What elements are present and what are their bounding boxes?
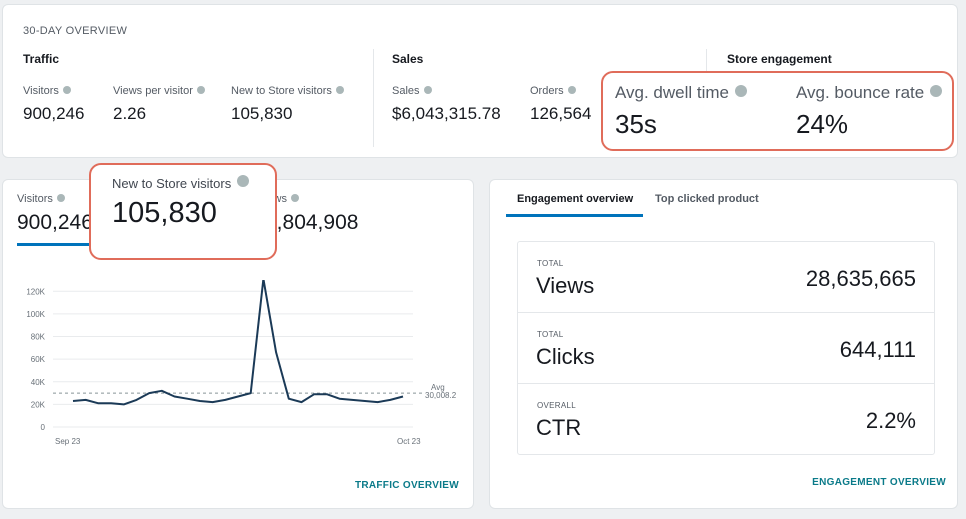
average-label: Avg bbox=[431, 383, 445, 392]
row-value: 2.2% bbox=[865, 408, 916, 433]
active-tab-indicator bbox=[506, 214, 643, 217]
metric-value: 24% bbox=[796, 109, 849, 139]
y-tick-label: 20K bbox=[31, 400, 46, 409]
row-name: CTR bbox=[536, 415, 582, 440]
y-tick-label: 0 bbox=[41, 423, 46, 432]
tab-label: Visitors bbox=[17, 193, 53, 205]
row-caption: OVERALL bbox=[537, 401, 577, 410]
metric-sales: Sales $6,043,315.78 bbox=[392, 85, 501, 124]
traffic-line-chart: 0 20K 40K 60K 80K 100K 120K Avg 30,008.2 Sep 2… bbox=[26, 280, 457, 446]
metric-value: $6,043,315.78 bbox=[392, 104, 501, 123]
visitors-series-line bbox=[72, 280, 404, 406]
new-to-store-highlight-box[interactable]: New to Store visitors 105,830 bbox=[89, 163, 277, 260]
metric-visitors: Visitors 900,246 bbox=[23, 85, 84, 124]
info-icon[interactable] bbox=[56, 194, 65, 202]
y-tick-label: 40K bbox=[31, 378, 46, 387]
overview-card: 30-DAY OVERVIEW Traffic Visitors 900,246… bbox=[2, 4, 958, 158]
traffic-chart-card: Visitors 900,246 iews 1,804,908 0 20K 40K 6… bbox=[2, 163, 474, 509]
info-icon[interactable] bbox=[196, 86, 205, 94]
row-caption: TOTAL bbox=[537, 330, 564, 339]
y-tick-label: 120K bbox=[26, 287, 45, 296]
row-value: 644,111 bbox=[839, 337, 916, 362]
engagement-row-clicks: TOTAL Clicks 644,111 bbox=[518, 313, 934, 384]
traffic-heading: Traffic bbox=[23, 52, 60, 66]
engagement-row-views: TOTAL Views 28,635,665 bbox=[518, 242, 934, 313]
info-icon[interactable] bbox=[62, 86, 71, 94]
tab-engagement-overview[interactable]: Engagement overview bbox=[517, 193, 634, 205]
metric-label: Avg. bounce rate bbox=[796, 83, 925, 102]
info-icon[interactable] bbox=[237, 175, 250, 187]
engagement-overview-link[interactable]: ENGAGEMENT OVERVIEW bbox=[812, 477, 946, 488]
tab-views[interactable]: iews 1,804,908 bbox=[265, 193, 358, 235]
average-value-label: 30,008.2 bbox=[425, 391, 457, 400]
row-caption: TOTAL bbox=[537, 259, 564, 268]
metric-label: Sales bbox=[392, 85, 420, 97]
overview-title: 30-DAY OVERVIEW bbox=[23, 25, 128, 37]
tab-value: 1,804,908 bbox=[265, 211, 359, 234]
tab-label: New to Store visitors bbox=[112, 176, 232, 191]
store-engagement-heading: Store engagement bbox=[727, 52, 832, 66]
y-tick-label: 80K bbox=[31, 333, 46, 342]
row-name: Clicks bbox=[536, 344, 595, 369]
engagement-card: Engagement overview Top clicked product … bbox=[489, 179, 958, 509]
tab-visitors[interactable]: Visitors 900,246 bbox=[17, 193, 93, 235]
traffic-overview-link[interactable]: TRAFFIC OVERVIEW bbox=[354, 480, 459, 491]
metric-views-per-visitor: Views per visitor 2.26 bbox=[113, 85, 205, 124]
metric-label: Visitors bbox=[23, 85, 59, 97]
tab-top-clicked-product[interactable]: Top clicked product bbox=[655, 193, 759, 205]
info-icon[interactable] bbox=[930, 85, 943, 97]
engagement-highlight-box: Avg. dwell time 35s Avg. bounce rate 24% bbox=[601, 71, 954, 151]
y-tick-label: 60K bbox=[31, 355, 46, 364]
tab-new-to-store: New to Store visitors 105,830 bbox=[112, 175, 250, 230]
metric-value: 2.26 bbox=[113, 104, 147, 123]
info-icon[interactable] bbox=[567, 86, 576, 94]
metric-avg-dwell-time: Avg. dwell time 35s bbox=[615, 83, 748, 140]
active-tab-indicator bbox=[17, 243, 91, 246]
metric-new-to-store: New to Store visitors 105,830 bbox=[231, 85, 344, 124]
row-name: Views bbox=[536, 273, 595, 298]
tab-value: 105,830 bbox=[112, 197, 217, 229]
x-tick-label: Sep 23 bbox=[55, 437, 81, 446]
metric-label: Avg. dwell time bbox=[615, 83, 730, 102]
info-icon[interactable] bbox=[423, 86, 432, 94]
metric-value: 105,830 bbox=[231, 104, 293, 123]
row-value: 28,635,665 bbox=[805, 266, 916, 291]
metric-value: 35s bbox=[615, 109, 657, 139]
info-icon[interactable] bbox=[735, 85, 748, 97]
section-divider bbox=[373, 49, 374, 147]
tab-value: 900,246 bbox=[17, 211, 93, 234]
metric-avg-bounce-rate: Avg. bounce rate 24% bbox=[796, 83, 943, 140]
info-icon[interactable] bbox=[291, 194, 300, 202]
engagement-metrics-box: TOTAL Views 28,635,665 TOTAL Clicks 644,… bbox=[517, 241, 935, 455]
metric-label: Views per visitor bbox=[113, 85, 193, 97]
metric-value: 126,564 bbox=[530, 104, 592, 123]
x-tick-label: Oct 23 bbox=[397, 437, 421, 446]
engagement-row-ctr: OVERALL CTR 2.2% bbox=[518, 384, 934, 455]
sales-heading: Sales bbox=[392, 52, 424, 66]
metric-label: Orders bbox=[530, 85, 564, 97]
info-icon[interactable] bbox=[335, 86, 344, 94]
metric-orders: Orders 126,564 bbox=[530, 85, 591, 124]
metric-value: 900,246 bbox=[23, 104, 85, 123]
metric-label: New to Store visitors bbox=[231, 85, 332, 97]
y-tick-label: 100K bbox=[26, 310, 45, 319]
